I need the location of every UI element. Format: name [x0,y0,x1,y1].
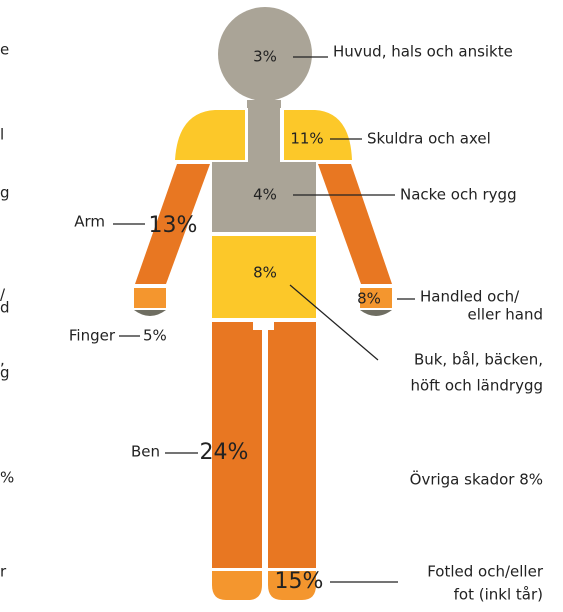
part-label: eller hand [468,306,543,324]
part-label: Fotled och/eller [427,563,544,581]
edge-fragment: g [0,184,10,202]
part-label: Handled och/ [420,288,520,306]
part-label: fot (inkl tår) [454,586,543,604]
edge-fragment: d [0,299,10,317]
part-label: Huvud, hals och ansikte [333,43,513,61]
part-value: 24% [200,440,249,465]
part-label: Buk, bål, bäcken, [414,351,543,369]
part-label: Skuldra och axel [367,130,491,148]
edge-fragment: % [0,469,14,487]
edge-fragment: r [0,563,7,581]
edge-fragment: e [0,41,9,59]
part-label: Nacke och rygg [400,186,517,204]
part-value: 8% [357,290,381,308]
body-diagram: 3% Huvud, hals och ansikte 11% Skuldra och … [0,0,563,612]
part-value: 13% [149,213,198,238]
part-value: 4% [253,186,277,204]
edge-fragment: g [0,364,10,382]
part-value: 15% [275,569,324,594]
part-value: 11% [290,130,323,148]
edge-fragment: l [0,126,4,144]
part-value: 5% [143,327,167,345]
part-label: Arm [74,213,105,231]
part-value: 3% [253,48,277,66]
part-label: Ben [131,443,160,461]
part-label: Övriga skador 8% [410,470,543,489]
part-label: höft och ländrygg [410,377,543,395]
body-shapes [134,7,392,600]
part-value: 8% [253,264,277,282]
part-label: Finger [69,327,116,345]
